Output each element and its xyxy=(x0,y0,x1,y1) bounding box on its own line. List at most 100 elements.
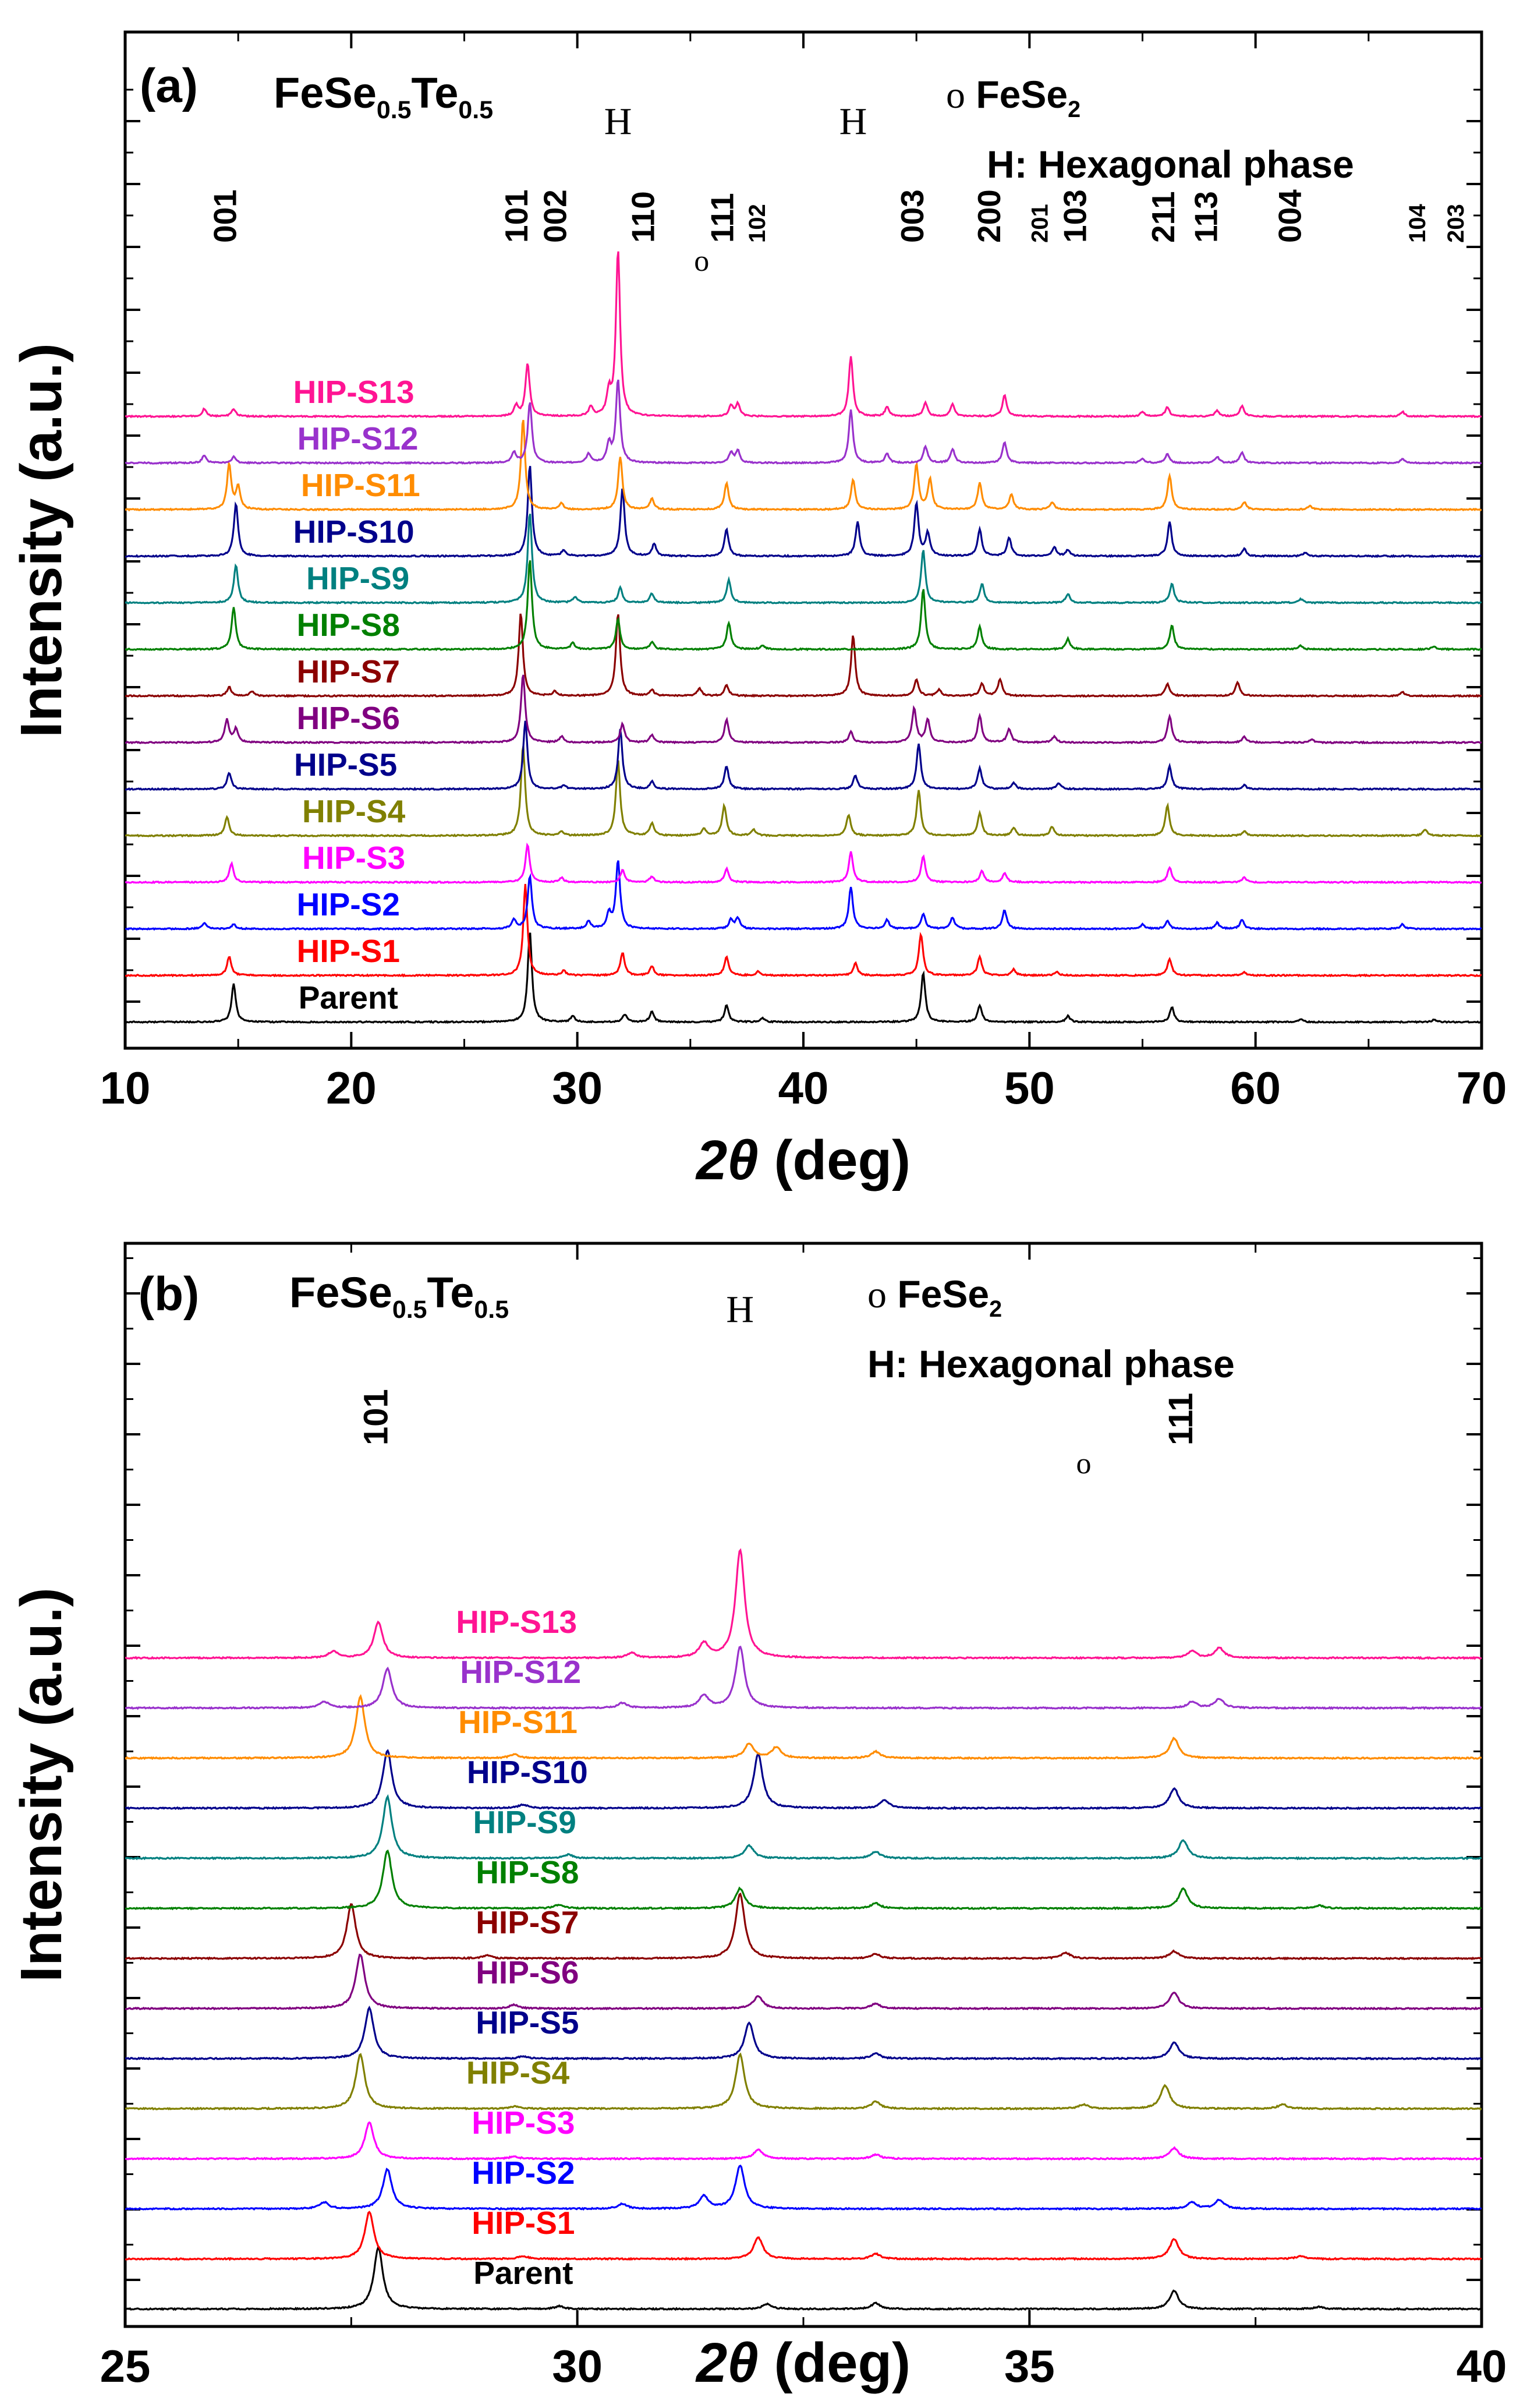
peak-label: 103 xyxy=(1057,189,1093,243)
series-label: HIP-S8 xyxy=(297,607,400,643)
series-line-hip-s13 xyxy=(125,1548,1482,1660)
series-line-hip-s3 xyxy=(125,2121,1482,2161)
x-tick-label: 30 xyxy=(552,1062,603,1113)
series-label: HIP-S4 xyxy=(302,793,406,829)
series-label: HIP-S5 xyxy=(294,747,397,783)
x-tick-label: 40 xyxy=(1457,2340,1507,2392)
series-line-parent xyxy=(125,932,1482,1024)
series-label: HIP-S11 xyxy=(301,467,420,503)
series-label: HIP-S13 xyxy=(456,1604,577,1640)
peak-label: 201 xyxy=(1027,204,1053,243)
series-label: HIP-S12 xyxy=(460,1654,581,1690)
series-line-hip-s1 xyxy=(125,2211,1482,2261)
x-tick-label: 25 xyxy=(100,2340,151,2392)
series-label: HIP-S6 xyxy=(476,1954,579,1990)
series-label: Parent xyxy=(473,2255,573,2291)
panel-label: (a) xyxy=(140,59,198,112)
x-tick-label: 10 xyxy=(100,1062,151,1113)
series-line-hip-s2 xyxy=(125,860,1482,931)
series-label: Parent xyxy=(299,980,398,1016)
peak-label-h: H xyxy=(726,1288,754,1331)
panel-b: 25 30 35 40ParentHIP-S1HIP-S2HIP-S3HIP-S4HI… xyxy=(9,1242,1507,2394)
series-label: HIP-S6 xyxy=(297,700,400,736)
y-axis-label: Intensity (a.u.) xyxy=(9,1587,74,1982)
peak-label: 102 xyxy=(745,204,770,243)
peak-label: 104 xyxy=(1405,204,1430,243)
compound-formula: FeSe0.5Te0.5 xyxy=(289,1268,509,1324)
series-label: HIP-S8 xyxy=(476,1854,579,1890)
series-line-hip-s2 xyxy=(125,2164,1482,2211)
series-label: HIP-S5 xyxy=(476,2004,579,2041)
x-tick-label: 35 xyxy=(1004,2340,1055,2392)
peak-label-h: H xyxy=(604,100,632,143)
series-label: HIP-S9 xyxy=(306,560,409,596)
series-label: HIP-S7 xyxy=(297,653,400,689)
hexagonal-note: H: Hexagonal phase xyxy=(987,143,1354,186)
series-line-hip-s9 xyxy=(125,514,1482,605)
peak-label: 111 xyxy=(704,193,741,243)
series-line-hip-s7 xyxy=(125,1892,1482,1961)
series-label: HIP-S12 xyxy=(297,420,419,457)
series-label: HIP-S2 xyxy=(472,2155,575,2191)
series-line-hip-s1 xyxy=(125,883,1482,978)
series-line-hip-s11 xyxy=(125,1694,1482,1760)
series-line-hip-s13 xyxy=(125,251,1482,419)
plot-frame xyxy=(123,1242,1483,2328)
compound-formula: FeSe0.5Te0.5 xyxy=(274,69,493,124)
series-label: HIP-S4 xyxy=(466,2055,570,2091)
fese2-note: o FeSe2 xyxy=(946,73,1080,122)
series-label: HIP-S13 xyxy=(293,374,415,410)
series-line-hip-s12 xyxy=(125,1645,1482,1710)
series-line-hip-s12 xyxy=(125,379,1482,465)
series-line-hip-s10 xyxy=(125,465,1482,558)
peak-marker-fese2: o xyxy=(694,245,709,278)
peak-label: 004 xyxy=(1271,189,1308,243)
x-tick-label: 60 xyxy=(1230,1062,1281,1113)
series-label: HIP-S2 xyxy=(297,886,400,922)
series-line-hip-s6 xyxy=(125,1953,1482,2011)
hexagonal-note: H: Hexagonal phase xyxy=(867,1342,1235,1385)
peak-label: 200 xyxy=(971,189,1007,243)
peak-label: 203 xyxy=(1443,204,1469,243)
x-tick-label: 70 xyxy=(1457,1062,1507,1113)
series-label: HIP-S9 xyxy=(473,1804,576,1840)
series-line-hip-s8 xyxy=(125,560,1482,652)
x-tick-label: 30 xyxy=(552,2340,603,2392)
peak-label: 110 xyxy=(625,191,661,243)
series-label: HIP-S3 xyxy=(472,2105,575,2141)
peak-label-h: H xyxy=(839,100,867,143)
peak-label: 111 xyxy=(1162,1393,1200,1445)
series-line-parent xyxy=(125,2246,1482,2311)
traces xyxy=(125,1548,1482,2311)
peak-label: 002 xyxy=(537,189,573,243)
series-line-hip-s6 xyxy=(125,674,1482,745)
x-tick-label: 20 xyxy=(326,1062,377,1113)
x-axis-label: 2θ (deg) xyxy=(695,1129,911,1191)
series-line-hip-s4 xyxy=(125,745,1482,838)
x-tick-label: 40 xyxy=(778,1062,829,1113)
peak-label: 101 xyxy=(357,1389,395,1445)
series-label: HIP-S1 xyxy=(297,933,400,969)
panel-a: 10 20 30 40 50 60 70ParentHIP-S1HIP-S2HIP-S3HI… xyxy=(9,30,1507,1191)
panel-label: (b) xyxy=(139,1268,200,1321)
peak-label: 211 xyxy=(1145,191,1181,243)
peak-label: 001 xyxy=(207,189,243,243)
y-axis-label: Intensity (a.u.) xyxy=(9,343,74,738)
series-label: HIP-S7 xyxy=(476,1904,579,1940)
series-line-hip-s4 xyxy=(125,2052,1482,2111)
series-line-hip-s9 xyxy=(125,1794,1482,1861)
peak-label: 003 xyxy=(894,189,930,243)
series-line-hip-s8 xyxy=(125,1849,1482,1911)
series-label: HIP-S10 xyxy=(467,1754,588,1790)
fese2-note: o FeSe2 xyxy=(867,1272,1002,1322)
peak-label: 101 xyxy=(498,189,534,243)
series-line-hip-s10 xyxy=(125,1749,1482,1811)
series-line-hip-s3 xyxy=(125,842,1482,885)
series-line-hip-s5 xyxy=(125,2005,1482,2061)
series-line-hip-s5 xyxy=(125,720,1482,791)
x-axis-label: 2θ (deg) xyxy=(695,2332,911,2394)
x-tick-label: 50 xyxy=(1004,1062,1055,1113)
traces xyxy=(125,251,1482,1024)
peak-marker-fese2: o xyxy=(1076,1447,1092,1480)
